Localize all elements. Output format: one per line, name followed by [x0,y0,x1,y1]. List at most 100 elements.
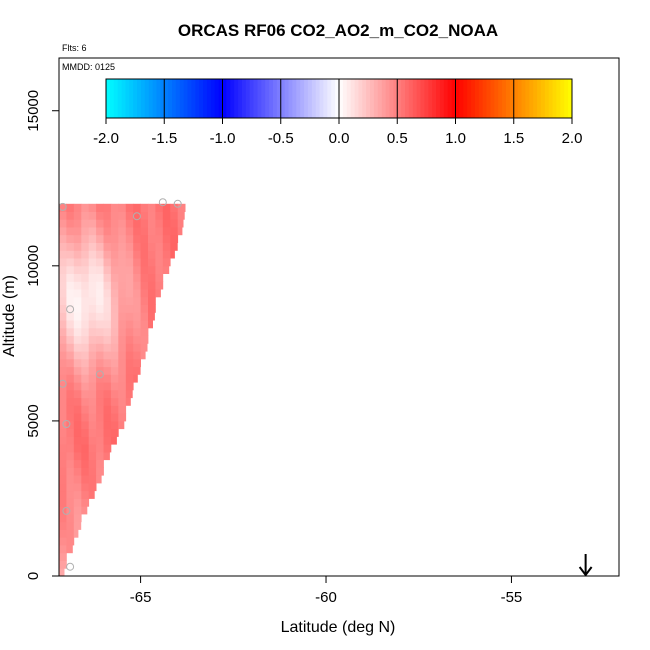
heatmap-cell [103,397,112,406]
heatmap-cell [140,327,149,337]
heatmap-cell [125,304,134,313]
heatmap-cell [81,335,90,344]
heatmap-cell [81,327,90,337]
heatmap-cell [140,335,149,344]
heatmap-cell [103,351,112,360]
heatmap-cell [110,436,117,445]
colorbar-tick-label: 0.5 [387,130,408,147]
heatmap-cell [59,358,67,368]
heatmap-cell [66,265,75,274]
heatmap-cell [88,436,97,445]
heatmap-cell [148,304,156,313]
heatmap-cell [59,234,67,243]
heatmap-cell [118,312,127,321]
heatmap-cell [59,436,67,445]
heatmap-cell [59,335,67,344]
colorbar-swatch [307,79,313,118]
heatmap-cell [103,304,112,313]
colorbar-swatch [121,79,126,118]
heatmap-cell [103,320,112,329]
colorbar-swatch [288,79,293,118]
heatmap-cell [66,242,75,251]
heatmap-cell [73,234,82,243]
heatmap-cell [59,537,67,546]
heatmap-cell [162,227,171,236]
heatmap-cell [125,366,134,375]
heatmap-cell [81,467,90,476]
heatmap-cell [125,358,134,368]
colorbar-swatch [164,79,169,118]
heatmap-cell [110,320,119,329]
heatmap-cell [81,343,90,352]
heatmap-cell [103,366,112,375]
heatmap-cell [110,289,119,298]
heatmap-cell [148,242,156,251]
heatmap-cell [133,312,141,321]
colorbar-swatch [315,79,321,118]
heatmap-cell [118,203,127,212]
colorbar-swatch [482,79,488,118]
heatmap-cell [59,203,67,212]
heatmap-cell [88,265,97,274]
heatmap-cell [125,312,134,321]
heatmap-cell [162,250,171,259]
y-axis-label: Altitude (m) [1,275,18,357]
heatmap-cell [66,366,75,375]
heatmap-cell [73,258,82,267]
heatmap-cell [66,351,75,360]
heatmap-cell [81,374,90,383]
heatmap-cell [73,281,82,290]
heatmap-cell [118,250,127,259]
colorbar-swatch [405,79,410,118]
flight-point [173,199,182,208]
heatmap-cell [110,366,119,375]
heatmap-cell [88,459,97,468]
colorbar-swatch [517,79,523,118]
heatmap-cell [81,405,90,414]
heatmap-cell [59,281,67,290]
heatmap-cell [125,289,134,298]
heatmap-cell [140,304,149,313]
heatmap-cell [73,219,82,228]
x-tick-label: -60 [315,589,337,606]
colorbar-swatch [401,79,406,118]
colorbar-swatch [540,79,546,118]
heatmap-cell [110,258,119,267]
heatmap-cell [125,343,134,352]
flight-point [158,198,167,207]
heatmap-cell [170,250,175,259]
heatmap-cell [155,265,164,274]
heatmap-cell [59,521,67,530]
heatmap-cell [81,358,90,368]
heatmap-cell [88,475,97,484]
colorbar-swatch [486,79,491,118]
heatmap-cell [66,459,75,468]
heatmap-cell [148,250,156,259]
heatmap-cell [103,312,112,321]
heatmap-cell [110,211,119,220]
heatmap-cell [110,413,119,422]
heatmap-cell [140,203,149,212]
heatmap-cell [140,234,149,243]
heatmap-cell [118,405,127,414]
heatmap-cell [81,219,90,228]
heatmap-cell [73,498,82,507]
colorbar-tick-label: -0.5 [268,130,294,147]
heatmap-cell [66,397,75,406]
heatmap-cell [73,358,82,368]
heatmap-cell [118,304,127,313]
heatmap-cell [96,242,104,251]
heatmap-cell [118,413,127,422]
heatmap-cell [59,273,67,282]
colorbar-swatch [269,79,274,118]
heatmap-cell [118,389,127,399]
colorbar-swatch [106,79,111,118]
colorbar-swatch [346,79,352,118]
colorbar-swatch [156,79,161,118]
heatmap-cell [96,250,104,259]
heatmap-cell [140,296,149,305]
heatmap-cell [88,289,97,298]
heatmap-cell [170,211,179,220]
heatmap-cell [155,258,164,267]
colorbar-swatch [490,79,495,118]
